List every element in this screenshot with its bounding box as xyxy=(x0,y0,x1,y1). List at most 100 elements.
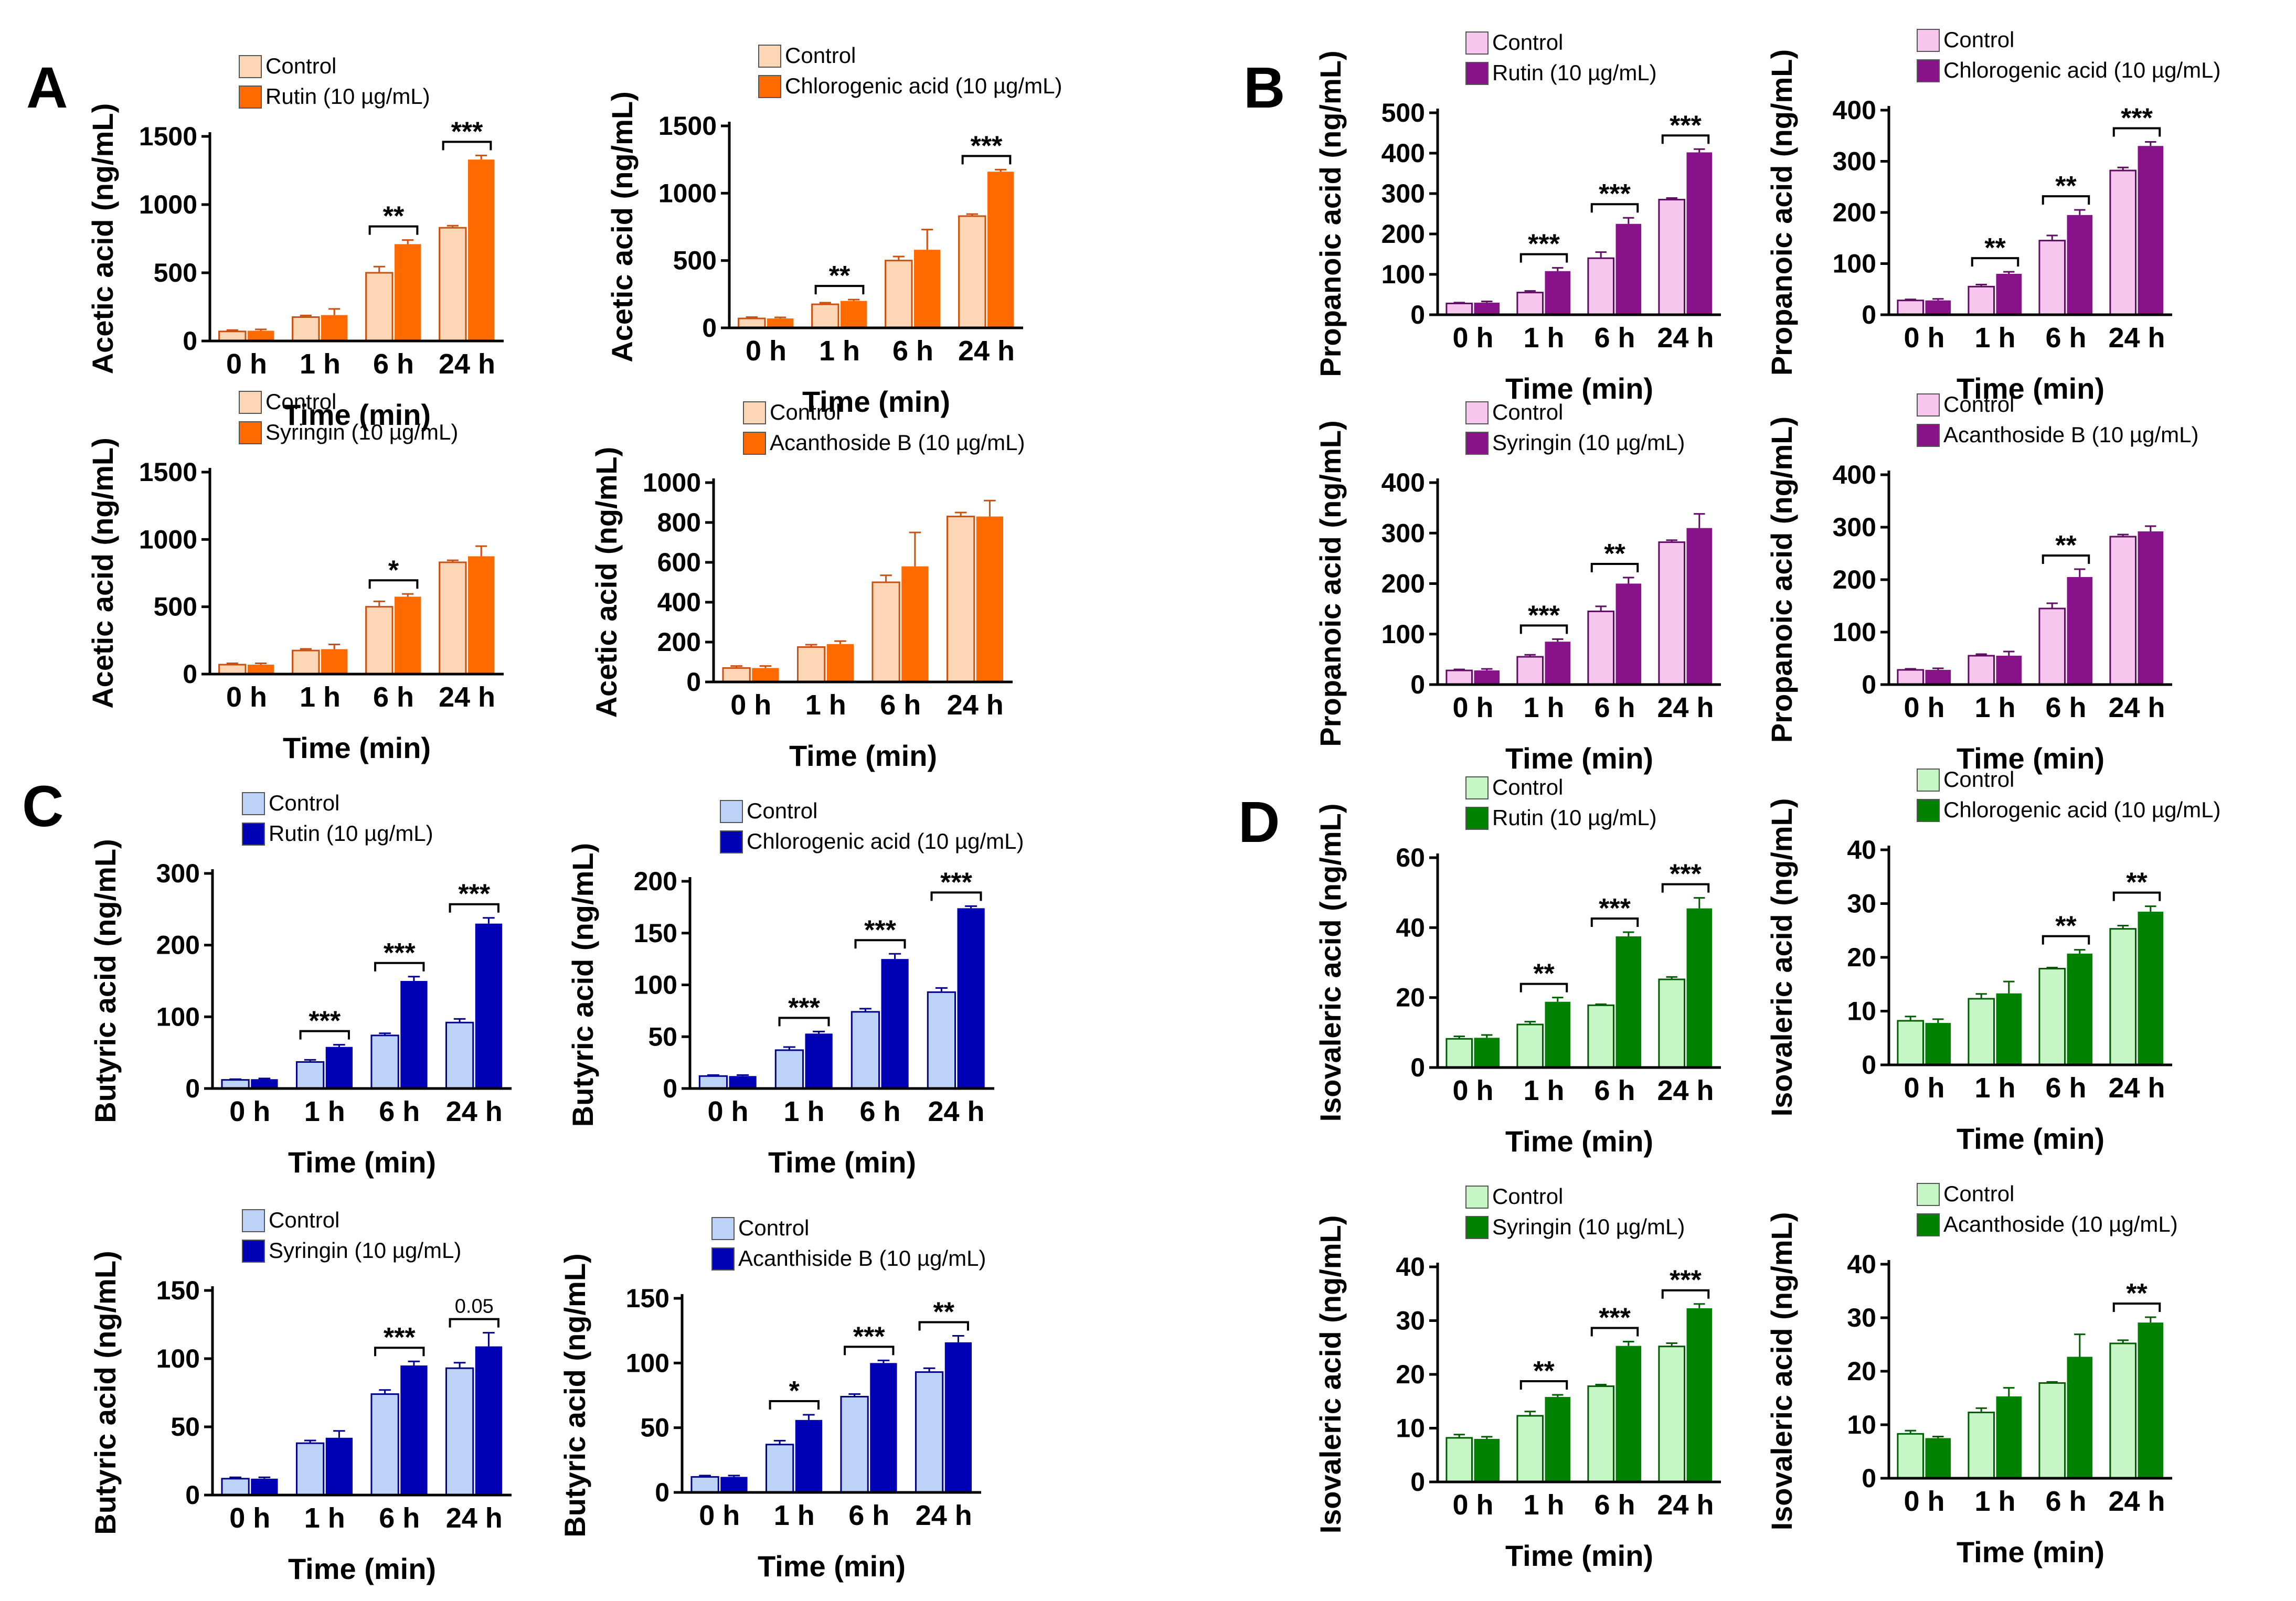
x-axis-title: Time (min) xyxy=(789,739,937,772)
error-bar xyxy=(1524,654,1536,657)
y-tick-label: 40 xyxy=(1847,1250,1876,1279)
x-tick-label: 0 h xyxy=(1904,1072,1944,1104)
x-axis-title: Time (min) xyxy=(288,1146,436,1179)
error-bar xyxy=(921,229,933,250)
legend-label: Syringin (10 µg/mL) xyxy=(1492,1214,1685,1239)
x-tick-label: 24 h xyxy=(1657,322,1714,354)
x-axis-title: Time (min) xyxy=(802,385,950,418)
y-tick-label: 0 xyxy=(1410,1467,1425,1497)
bar-control xyxy=(1516,1415,1544,1483)
error-bar xyxy=(304,1059,316,1062)
bar-control xyxy=(1587,257,1614,316)
bar-control xyxy=(1587,1004,1614,1069)
x-tick-label: 0 h xyxy=(229,1502,270,1534)
bar-control xyxy=(1445,1437,1473,1483)
bar-control xyxy=(871,581,900,683)
y-tick-label: 1000 xyxy=(139,525,197,554)
x-tick-label: 6 h xyxy=(373,681,414,713)
bar-treatment xyxy=(2138,911,2164,1065)
significance-bracket xyxy=(368,579,419,589)
legend-label: Control xyxy=(1943,392,2014,417)
error-bar xyxy=(2046,1381,2058,1383)
bar-treatment xyxy=(251,1478,278,1495)
bar-treatment xyxy=(248,665,274,674)
significance-bracket xyxy=(2042,935,2090,945)
legend-label: Control xyxy=(1943,767,2014,792)
y-tick-label: 200 xyxy=(1833,198,1876,227)
error-bar xyxy=(379,1389,391,1394)
significance-bracket xyxy=(2112,891,2161,901)
significance-label: * xyxy=(789,1376,800,1406)
bar-control xyxy=(851,1011,880,1090)
significance-label: ** xyxy=(1984,233,2006,263)
significance-label: ** xyxy=(383,201,405,232)
bar-control xyxy=(915,1371,944,1493)
error-bar xyxy=(2117,533,2129,537)
legend-label: Control xyxy=(269,1208,339,1232)
significance-bracket xyxy=(442,141,492,151)
y-tick-label: 1500 xyxy=(658,111,717,141)
x-tick-label: 1 h xyxy=(1974,1072,2015,1104)
error-bar xyxy=(2003,980,2015,994)
error-bar xyxy=(1666,976,1677,979)
y-tick-label: 20 xyxy=(1396,983,1425,1012)
y-tick-label: 0 xyxy=(1410,1053,1425,1082)
y-axis-title: Acetic acid (ng/mL) xyxy=(590,447,623,718)
bar-control xyxy=(1587,610,1614,686)
x-tick-label: 0 h xyxy=(1904,322,1944,354)
x-tick-label: 0 h xyxy=(699,1500,740,1531)
significance-bracket xyxy=(2112,127,2161,137)
y-axis-title: Acetic acid (ng/mL) xyxy=(86,103,119,375)
bar-control xyxy=(2038,607,2066,686)
error-bar xyxy=(229,1078,241,1080)
bar-treatment xyxy=(475,1346,503,1495)
bar-treatment xyxy=(1686,1308,1713,1482)
bar-treatment xyxy=(1996,993,2022,1065)
bar-treatment xyxy=(1545,642,1571,685)
bar-control xyxy=(1658,199,1685,316)
y-tick-label: 30 xyxy=(1396,1306,1425,1336)
x-tick-label: 0 h xyxy=(1452,1075,1493,1106)
error-bar xyxy=(1453,1036,1465,1039)
legend-swatch xyxy=(758,75,781,98)
bar-treatment xyxy=(881,959,909,1088)
x-tick-label: 1 h xyxy=(819,335,860,367)
error-bar xyxy=(2046,234,2058,241)
error-bar xyxy=(1453,302,1465,304)
legend-label: Control xyxy=(1492,400,1563,424)
bar-control xyxy=(2109,536,2136,686)
error-bar xyxy=(909,531,921,567)
bar-control xyxy=(1968,655,1995,686)
bar-treatment xyxy=(400,981,428,1088)
bar-treatment xyxy=(976,516,1004,682)
legend-label: Acanthoside B (10 µg/mL) xyxy=(770,430,1025,455)
error-bar xyxy=(730,665,742,668)
legend-swatch xyxy=(1465,776,1489,799)
legend-swatch xyxy=(239,86,262,109)
x-tick-label: 1 h xyxy=(1523,692,1564,723)
bar-control xyxy=(1445,302,1473,316)
bar-control xyxy=(946,516,975,683)
y-tick-label: 200 xyxy=(657,627,701,657)
bar-treatment xyxy=(826,644,854,682)
error-bar xyxy=(373,265,385,273)
error-bar xyxy=(923,1367,936,1372)
significance-label: *** xyxy=(384,1322,416,1353)
x-axis-title: Time (min) xyxy=(1957,1122,2104,1155)
significance-label: ** xyxy=(2055,911,2077,942)
y-tick-label: 10 xyxy=(1396,1414,1425,1443)
y-tick-label: 0 xyxy=(185,1480,200,1510)
bar-treatment xyxy=(1474,1439,1500,1482)
legend-label: Acanthoside (10 µg/mL) xyxy=(1943,1212,2178,1236)
legend-swatch xyxy=(1917,29,1940,52)
legend-label: Control xyxy=(1943,1181,2014,1206)
bar-treatment xyxy=(1545,271,1571,315)
x-tick-label: 6 h xyxy=(1594,322,1635,354)
bar-control xyxy=(1897,300,1924,316)
significance-label: *** xyxy=(864,915,896,945)
legend-swatch xyxy=(1917,59,1940,82)
significance-label: ** xyxy=(2055,171,2077,201)
error-bar xyxy=(258,1476,271,1479)
y-tick-label: 200 xyxy=(1381,219,1425,249)
bar-control xyxy=(765,1444,794,1493)
